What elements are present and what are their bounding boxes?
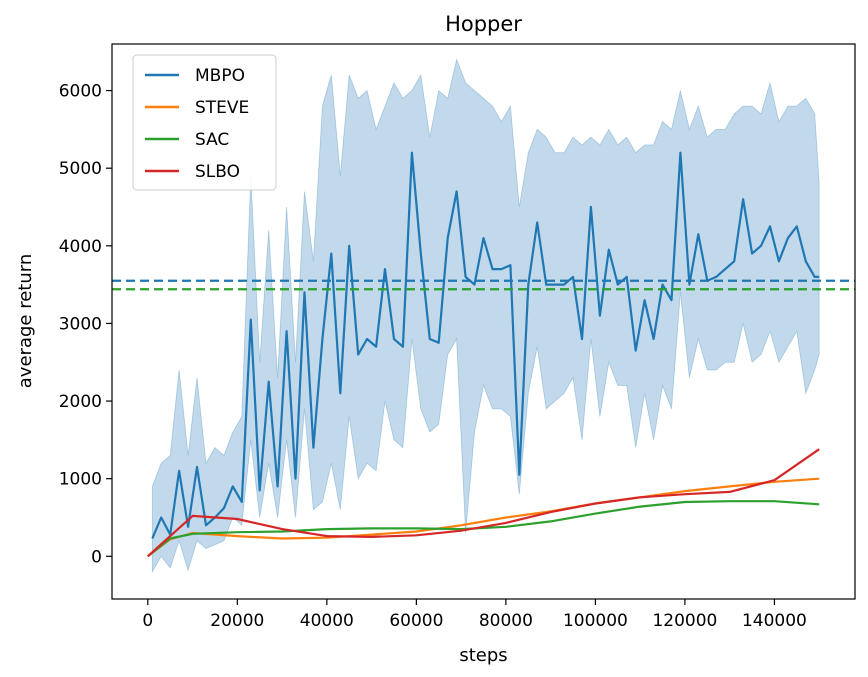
reference-lines [112, 279, 855, 291]
plot-frame [111, 43, 856, 600]
legend-label-steve: STEVE [195, 98, 249, 118]
line-mbpo [151, 151, 820, 539]
y-tick-label-6000: 6000 [59, 82, 102, 102]
line-steve [147, 477, 820, 558]
y-tick-label-4000: 4000 [59, 237, 102, 257]
legend-label-mbpo: MBPO [195, 66, 245, 86]
y-tick-label-2000: 2000 [59, 392, 102, 412]
x-tick-label-120000: 120000 [652, 611, 717, 631]
line-slbo [147, 448, 820, 558]
x-tick-label-80000: 80000 [479, 611, 533, 631]
band-mbpo [151, 58, 820, 574]
y-tick-label-5000: 5000 [59, 159, 102, 179]
x-tick-label-140000: 140000 [742, 611, 807, 631]
y-axis-ticks: 0 1000 2000 3000 4000 5000 6000 [59, 82, 112, 567]
x-tick-label-40000: 40000 [300, 611, 354, 631]
x-tick-label-60000: 60000 [389, 611, 443, 631]
line-sac [147, 500, 820, 558]
y-tick-label-1000: 1000 [59, 470, 102, 490]
x-tick-label-0: 0 [142, 611, 153, 631]
legend-box [132, 54, 277, 191]
y-tick-label-0: 0 [91, 547, 102, 567]
confidence-bands [151, 58, 820, 574]
chart-title: Hopper [445, 12, 522, 36]
series-lines [147, 151, 820, 558]
y-tick-label-3000: 3000 [59, 314, 102, 334]
legend: MBPO STEVE SAC SLBO [132, 54, 277, 191]
x-axis-label: steps [459, 645, 507, 666]
x-axis-ticks: 0 20000 40000 60000 80000 100000 120000 140000 [142, 599, 807, 631]
x-tick-label-20000: 20000 [210, 611, 264, 631]
x-tick-label-100000: 100000 [563, 611, 628, 631]
y-axis-label: average return [15, 254, 36, 388]
legend-label-sac: SAC [195, 130, 229, 150]
legend-label-slbo: SLBO [195, 162, 240, 182]
